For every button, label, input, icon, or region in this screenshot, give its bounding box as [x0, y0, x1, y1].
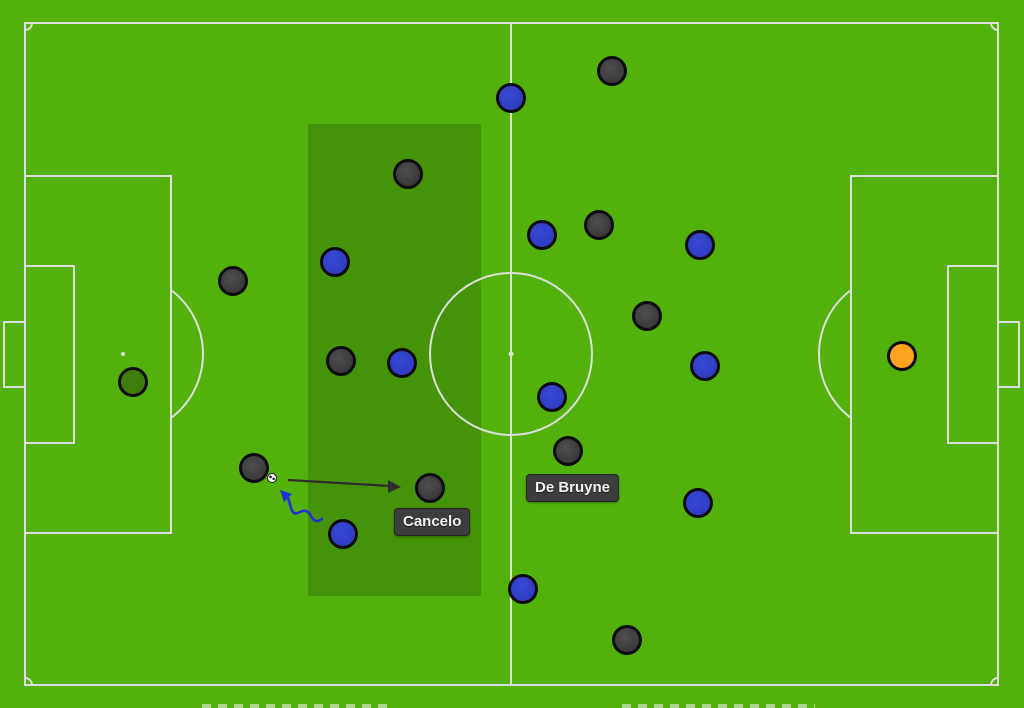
- right-goal: [997, 321, 1020, 388]
- player-dark[interactable]: [597, 56, 627, 86]
- player-dark[interactable]: [415, 473, 445, 503]
- ball-icon[interactable]: [267, 473, 277, 483]
- player-blue[interactable]: [387, 348, 417, 378]
- goalkeeper-right[interactable]: [887, 341, 917, 371]
- player-dark[interactable]: [218, 266, 248, 296]
- pass-arrow[interactable]: [287, 478, 401, 493]
- player-dark[interactable]: [612, 625, 642, 655]
- player-dark[interactable]: [632, 301, 662, 331]
- player-dark[interactable]: [584, 210, 614, 240]
- player-label-de-bruyne[interactable]: De Bruyne: [526, 474, 620, 502]
- player-blue[interactable]: [527, 220, 557, 250]
- player-blue[interactable]: [496, 83, 526, 113]
- player-blue[interactable]: [537, 382, 567, 412]
- player-blue[interactable]: [690, 351, 720, 381]
- player-dark[interactable]: [326, 346, 356, 376]
- dribble-arrow[interactable]: [280, 490, 324, 523]
- player-label-cancelo[interactable]: Cancelo: [394, 508, 471, 536]
- left-penalty-spot: [121, 352, 125, 356]
- left-goal: [3, 321, 26, 388]
- pitch-lines: [3, 22, 1020, 686]
- player-blue[interactable]: [508, 574, 538, 604]
- center-spot: [508, 351, 514, 357]
- goalkeeper-left[interactable]: [118, 367, 148, 397]
- player-dark[interactable]: [393, 159, 423, 189]
- player-blue[interactable]: [685, 230, 715, 260]
- player-blue[interactable]: [320, 247, 350, 277]
- player-blue[interactable]: [683, 488, 713, 518]
- player-blue[interactable]: [328, 519, 358, 549]
- player-dark[interactable]: [553, 436, 583, 466]
- player-dark[interactable]: [239, 453, 269, 483]
